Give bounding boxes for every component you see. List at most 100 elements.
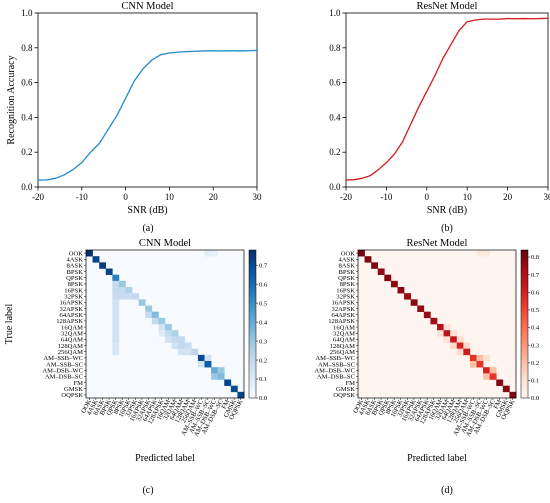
colorbar-segment xyxy=(249,365,256,369)
chart-title: ResNet Model xyxy=(407,238,468,249)
colorbar-segment xyxy=(249,299,256,303)
colorbar-segment xyxy=(249,363,256,367)
matrix-cell xyxy=(489,367,497,374)
y-tick-label: 0.4 xyxy=(329,112,341,122)
x-tick-label: 30 xyxy=(253,192,263,202)
x-axis-label: SNR (dB) xyxy=(127,205,167,216)
row-label: GMSK xyxy=(336,386,355,393)
matrix-cell xyxy=(456,348,464,356)
y-tick-label: 0.8 xyxy=(329,43,341,53)
colorbar-tick-label: 0.8 xyxy=(531,254,539,261)
row-label: AM–DSB–WC xyxy=(42,367,83,374)
colorbar-segment xyxy=(249,272,256,276)
colorbar-frame xyxy=(520,249,529,399)
colorbar-segment xyxy=(521,306,528,310)
colorbar-segment xyxy=(249,262,256,266)
colorbar-segment xyxy=(249,333,256,337)
colorbar-segment xyxy=(521,301,528,305)
row-label: OOK xyxy=(69,250,84,257)
matrix-cell xyxy=(476,354,484,362)
matrix-cell xyxy=(483,367,490,374)
y-tick-label: 0.8 xyxy=(21,43,33,53)
row-label: FM xyxy=(345,380,355,387)
matrix-cell xyxy=(99,262,107,269)
matrix-cell xyxy=(178,348,186,356)
colorbar-segment xyxy=(521,269,528,273)
row-label: BPSK xyxy=(339,269,356,276)
row-label: 32QAM xyxy=(333,330,355,337)
matrix-cell xyxy=(450,342,458,349)
colorbar-segment xyxy=(249,250,256,253)
matrix-cell xyxy=(145,305,153,312)
colorbar-segment xyxy=(249,331,256,335)
row-label: AM–DSB–WC xyxy=(314,367,355,374)
colorbar-segment xyxy=(521,338,528,342)
matrix-cell xyxy=(112,293,120,300)
matrix-cell xyxy=(184,342,192,349)
matrix-frame xyxy=(357,249,517,399)
colorbar-segment xyxy=(521,333,528,337)
colorbar-tick-label: 0.7 xyxy=(259,262,268,269)
colorbar-segment xyxy=(249,341,256,345)
matrix-cell xyxy=(86,250,93,257)
colorbar-segment xyxy=(521,250,528,253)
colorbar-segment xyxy=(521,393,528,396)
colorbar-segment xyxy=(521,328,528,332)
chart-title: ResNet Model xyxy=(417,1,478,12)
y-tick-label: 0.0 xyxy=(329,182,341,192)
panel-caption: (b) xyxy=(441,223,453,234)
x-tick-label: -10 xyxy=(76,192,88,202)
colorbar-segment xyxy=(249,319,256,322)
row-label: AM–SSB–SC xyxy=(46,361,84,368)
colorbar-tick-label: 0.7 xyxy=(531,272,540,279)
colorbar-segment xyxy=(249,254,256,258)
y-tick-label: 1.0 xyxy=(21,8,33,18)
colorbar-segment xyxy=(521,294,528,298)
y-tick-label: 0.2 xyxy=(21,147,32,157)
matrix-cell xyxy=(151,311,159,319)
colorbar-segment xyxy=(249,395,256,399)
colorbar-segment xyxy=(521,289,528,293)
matrix-cell xyxy=(211,250,218,257)
row-label: AM–SSB–WC xyxy=(315,355,355,362)
colorbar-segment xyxy=(521,373,528,377)
matrix-cell xyxy=(358,250,365,257)
colorbar-segment xyxy=(249,380,256,384)
row-label: 32PSK xyxy=(336,293,355,300)
colorbar-tick-label: 0.0 xyxy=(531,395,539,402)
colorbar-segment xyxy=(521,282,528,285)
colorbar-segment xyxy=(249,277,256,280)
row-label: OQPSK xyxy=(333,392,355,399)
colorbar-segment xyxy=(249,383,256,387)
matrix-cell xyxy=(217,367,225,374)
matrix-cell xyxy=(197,361,205,368)
colorbar-segment xyxy=(521,385,528,389)
matrix-cell xyxy=(132,293,139,300)
series-line xyxy=(345,17,549,181)
matrix-cell xyxy=(125,287,133,294)
colorbar-segment xyxy=(521,388,528,391)
colorbar-segment xyxy=(521,361,528,364)
matrix-cell xyxy=(184,348,192,356)
row-label: AM–DSB–SC xyxy=(317,374,356,381)
colorbar-segment xyxy=(521,341,528,345)
matrix-cell xyxy=(151,317,159,325)
y-axis-label: Recognition Accuracy xyxy=(6,55,17,144)
colorbar-segment xyxy=(249,274,256,278)
row-label: OOK xyxy=(341,250,356,257)
matrix-cell xyxy=(158,330,166,337)
matrix-cell xyxy=(483,373,490,380)
matrix-cell xyxy=(450,336,458,343)
matrix-cell xyxy=(158,324,166,331)
colorbar-segment xyxy=(521,353,528,357)
colorbar-segment xyxy=(249,348,256,352)
matrix-cell xyxy=(204,361,212,368)
matrix-cell xyxy=(417,305,425,312)
matrix-cell xyxy=(158,317,166,325)
matrix-cell xyxy=(118,293,126,300)
matrix-cell xyxy=(92,256,100,263)
matrix-cell xyxy=(118,287,126,294)
colorbar-segment xyxy=(521,279,528,283)
row-label: OQPSK xyxy=(61,392,83,399)
